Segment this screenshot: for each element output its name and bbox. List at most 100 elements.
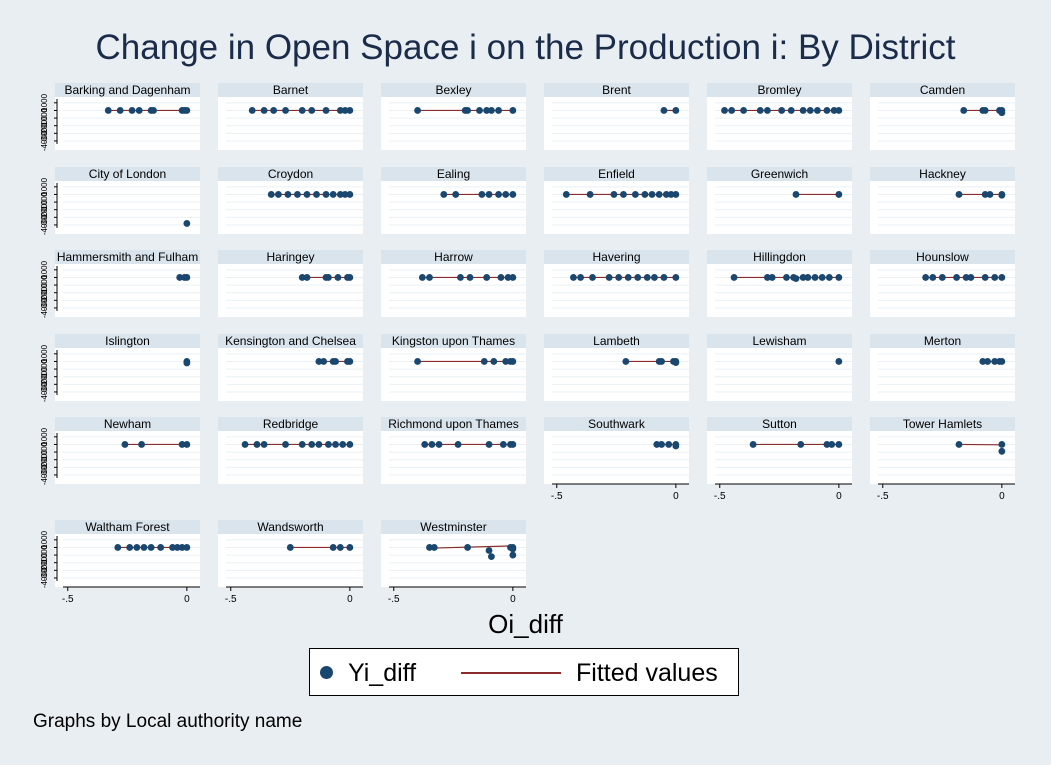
panel-title: Greenwich [751, 167, 808, 181]
data-point [962, 274, 970, 281]
data-point [346, 544, 354, 551]
data-point [284, 191, 292, 198]
x-tick-label: 0 [184, 594, 190, 605]
data-point [631, 191, 639, 198]
y-tick-label: -2000 [40, 449, 49, 470]
data-point [672, 359, 680, 366]
panel-title: Bexley [435, 83, 471, 97]
data-point [147, 544, 155, 551]
data-point [998, 441, 1006, 448]
panel: Barnet [218, 83, 363, 150]
data-point [658, 358, 665, 365]
panel: Croydon [218, 167, 363, 234]
data-point [610, 191, 618, 198]
data-point [804, 274, 812, 281]
panel-title: Westminster [420, 520, 486, 534]
data-point [483, 274, 491, 281]
data-point [253, 441, 261, 448]
data-point [322, 107, 330, 114]
panel: Merton [870, 334, 1015, 401]
data-point [178, 544, 186, 551]
data-point [457, 274, 464, 281]
data-point [509, 191, 517, 198]
data-point [303, 191, 311, 198]
panel-header [870, 334, 1015, 348]
panel-header [55, 167, 200, 181]
panel-title: Ealing [437, 167, 470, 181]
panel: Westminster -.5 0 [381, 520, 526, 605]
x-tick-label: 0 [347, 594, 353, 605]
y-tick-label: 0 [40, 108, 49, 113]
data-point [426, 274, 433, 281]
x-axis-label: Oi_diff [488, 609, 563, 639]
data-point [998, 191, 1006, 199]
data-point [138, 441, 146, 448]
y-tick-label: -1000 [40, 441, 49, 462]
panel-title: Merton [924, 334, 961, 348]
data-point [814, 107, 821, 114]
panel: Camden [870, 83, 1015, 150]
data-point [485, 191, 493, 198]
panel-header [870, 250, 1015, 264]
y-tick-label: -2000 [40, 115, 49, 136]
panel: Waltham Forest-4000-3000-2000-100001000-… [40, 520, 200, 605]
legend: Yi_diff Fitted values [309, 648, 739, 696]
data-point [622, 358, 630, 365]
legend-label-fitted: Fitted values [576, 659, 718, 687]
panel: Redbridge [218, 417, 363, 484]
data-point [835, 107, 843, 114]
data-point [183, 274, 191, 281]
panel-title: City of London [89, 167, 166, 181]
data-point [660, 107, 668, 114]
data-point [248, 107, 256, 114]
y-tick-label: -2000 [40, 199, 49, 220]
panel-title: Haringey [266, 250, 314, 264]
y-tick-label: -4000 [40, 381, 49, 402]
data-point [282, 441, 289, 448]
data-point [260, 107, 268, 114]
panel: Bexley [381, 83, 526, 150]
data-point [835, 358, 843, 365]
data-point [334, 274, 342, 281]
panel-title: Redbridge [263, 417, 319, 431]
data-point [440, 191, 448, 198]
data-point [173, 544, 181, 551]
data-point [502, 191, 510, 198]
data-point [421, 441, 429, 448]
data-point [275, 191, 282, 198]
data-point [126, 544, 134, 551]
panel-header [381, 520, 526, 534]
data-point [823, 107, 831, 114]
x-tick-label: -.5 [62, 594, 74, 605]
y-tick-label: 1000 [40, 93, 49, 111]
data-point [586, 191, 594, 198]
data-point [478, 191, 486, 198]
data-point [488, 553, 495, 560]
data-point [749, 441, 757, 448]
data-point [960, 107, 968, 114]
data-point [414, 358, 421, 365]
panel-header [544, 83, 689, 97]
data-point [140, 544, 148, 551]
data-point [955, 191, 963, 198]
data-point [728, 107, 736, 114]
data-point [835, 191, 843, 198]
data-point [634, 274, 642, 281]
y-tick-label: -3000 [40, 290, 49, 311]
data-point [464, 544, 471, 551]
data-point [651, 274, 658, 281]
panel-title: Richmond upon Thames [388, 417, 519, 431]
data-point [991, 358, 999, 365]
panel-header [707, 417, 852, 431]
panel-title: Lambeth [593, 334, 640, 348]
data-point [509, 544, 517, 551]
panel: Lewisham [707, 334, 852, 401]
data-point [740, 107, 747, 114]
panel: Hammersmith and Fulham -4000-3000-2000-10… [40, 250, 200, 318]
panel-title: Hounslow [916, 250, 969, 264]
data-point [811, 274, 819, 281]
y-tick-label: 1000 [40, 177, 49, 195]
